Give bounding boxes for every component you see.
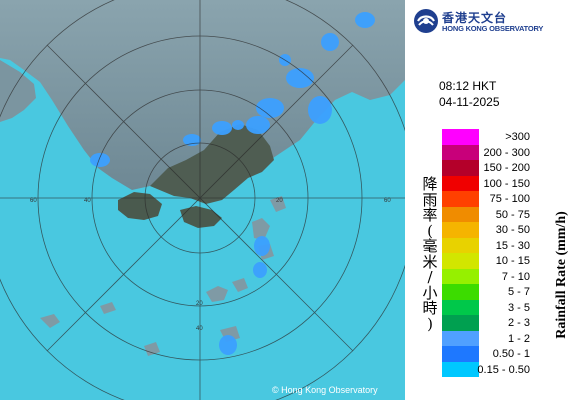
ring-label-60-west: 60 bbox=[30, 198, 37, 204]
land-lantau bbox=[118, 192, 162, 220]
land-hk-island bbox=[180, 206, 222, 228]
legend-swatch bbox=[442, 222, 479, 238]
legend-swatch bbox=[442, 160, 479, 176]
land-peninsula bbox=[150, 124, 274, 204]
legend-range-label: 150 - 200 bbox=[483, 162, 530, 174]
legend-range-label: 0.15 - 0.50 bbox=[477, 363, 530, 376]
legend-range-label: 0.50 - 1 bbox=[492, 348, 530, 360]
legend-row: 30 - 50 bbox=[442, 222, 572, 238]
legend-range-label: 7 - 10 bbox=[501, 270, 530, 283]
legend-row: >300 bbox=[442, 129, 572, 145]
legend-swatch bbox=[442, 361, 479, 377]
legend-title-cn-char: / bbox=[427, 268, 433, 286]
legend-swatch bbox=[442, 144, 479, 160]
range-ring-labels: 60 20 40 20 40 60 bbox=[30, 198, 391, 332]
legend-title-cn-char: 毫 bbox=[422, 237, 438, 255]
legend-title-cn: 降 雨 率 ( 毫 米 / 小 時 ) bbox=[419, 175, 441, 333]
hko-logo[interactable]: 香港天文台 HONG KONG OBSERVATORY bbox=[413, 8, 573, 34]
legend-range-label: 5 - 7 bbox=[507, 286, 530, 298]
legend-row: 2 - 3 bbox=[442, 315, 572, 331]
observation-time: 08:12 HKT bbox=[439, 79, 497, 93]
legend-range-label: 50 - 75 bbox=[495, 208, 530, 221]
legend-row: 1 - 2 bbox=[442, 330, 572, 346]
legend-row: 200 - 300 bbox=[442, 144, 572, 160]
rain-echo-group bbox=[90, 12, 375, 355]
legend-swatch bbox=[442, 191, 479, 207]
legend-title-cn-char: 率 bbox=[422, 206, 438, 224]
legend-row: 15 - 30 bbox=[442, 237, 572, 253]
legend-row: 10 - 15 bbox=[442, 253, 572, 269]
legend-row: 7 - 10 bbox=[442, 268, 572, 284]
copyright-notice: © Hong Kong Observatory bbox=[272, 385, 378, 395]
legend-swatch bbox=[442, 206, 479, 222]
radar-image: 60 20 40 20 40 60 bbox=[0, 0, 405, 400]
legend-title-cn-char: 小 bbox=[422, 283, 438, 302]
legend-range-label: 200 - 300 bbox=[483, 146, 530, 159]
hko-emblem-icon bbox=[414, 9, 438, 33]
legend-range-label: 2 - 3 bbox=[507, 317, 530, 329]
legend-range-label: 10 - 15 bbox=[495, 255, 530, 267]
ring-label-20-east: 20 bbox=[276, 198, 283, 204]
logo-name-cn: 香港天文台 bbox=[442, 11, 508, 25]
legend-title-cn-char: 雨 bbox=[422, 190, 438, 209]
legend-title-en-box: Rainfall Rate (mm/h) bbox=[549, 190, 575, 360]
legend-title-cn-char: 米 bbox=[422, 252, 438, 271]
rainfall-legend: >300 200 - 300 150 - 200 100 - 150 75 - 100 5… bbox=[442, 129, 572, 377]
ring-label-60-east: 60 bbox=[384, 198, 391, 204]
ring-label-40-south: 40 bbox=[196, 326, 203, 332]
legend-swatch bbox=[442, 175, 479, 191]
legend-row: 0.15 - 0.50 bbox=[442, 361, 572, 377]
land-islands-east bbox=[252, 196, 286, 260]
legend-range-label: >300 bbox=[505, 131, 530, 143]
land-mainland bbox=[0, 0, 405, 192]
legend-swatch bbox=[442, 268, 479, 284]
legend-swatch bbox=[442, 315, 479, 331]
legend-row: 100 - 150 bbox=[442, 175, 572, 191]
legend-row: 150 - 200 bbox=[442, 160, 572, 176]
observation-date: 04-11-2025 bbox=[439, 95, 500, 109]
legend-title-cn-char: ( bbox=[427, 221, 433, 240]
legend-swatch bbox=[442, 330, 479, 346]
legend-title-cn-char: 時 bbox=[422, 299, 438, 317]
legend-swatch bbox=[442, 129, 479, 145]
legend-row: 50 - 75 bbox=[442, 206, 572, 222]
legend-range-label: 3 - 5 bbox=[507, 301, 530, 314]
land-west-coast bbox=[0, 60, 36, 122]
legend-swatch bbox=[442, 237, 479, 253]
legend-row: 5 - 7 bbox=[442, 284, 572, 300]
legend-range-label: 1 - 2 bbox=[507, 332, 530, 345]
legend-title-en: Rainfall Rate (mm/h) bbox=[554, 211, 569, 339]
legend-range-label: 75 - 100 bbox=[489, 193, 530, 205]
legend-title-cn-char: ) bbox=[427, 314, 433, 333]
ring-label-20-south: 20 bbox=[196, 301, 203, 307]
legend-swatch bbox=[442, 346, 479, 362]
legend-range-label: 30 - 50 bbox=[495, 224, 530, 236]
info-panel: 香港天文台 HONG KONG OBSERVATORY 08:12 HKT 04… bbox=[405, 0, 577, 400]
radar-map[interactable]: 60 20 40 20 40 60 © Hong Kong Observator… bbox=[0, 0, 405, 400]
range-rings bbox=[0, 0, 405, 400]
legend-range-label: 15 - 30 bbox=[495, 239, 530, 252]
legend-swatch bbox=[442, 299, 479, 315]
legend-swatch bbox=[442, 253, 479, 269]
legend-row: 0.50 - 1 bbox=[442, 346, 572, 362]
legend-title-cn-char: 降 bbox=[422, 175, 438, 193]
logo-name-en: HONG KONG OBSERVATORY bbox=[442, 24, 544, 33]
legend-swatch bbox=[442, 284, 479, 300]
legend-range-label: 100 - 150 bbox=[483, 177, 530, 190]
ring-label-40-west: 40 bbox=[84, 198, 91, 204]
legend-row: 3 - 5 bbox=[442, 299, 572, 315]
legend-row: 75 - 100 bbox=[442, 191, 572, 207]
